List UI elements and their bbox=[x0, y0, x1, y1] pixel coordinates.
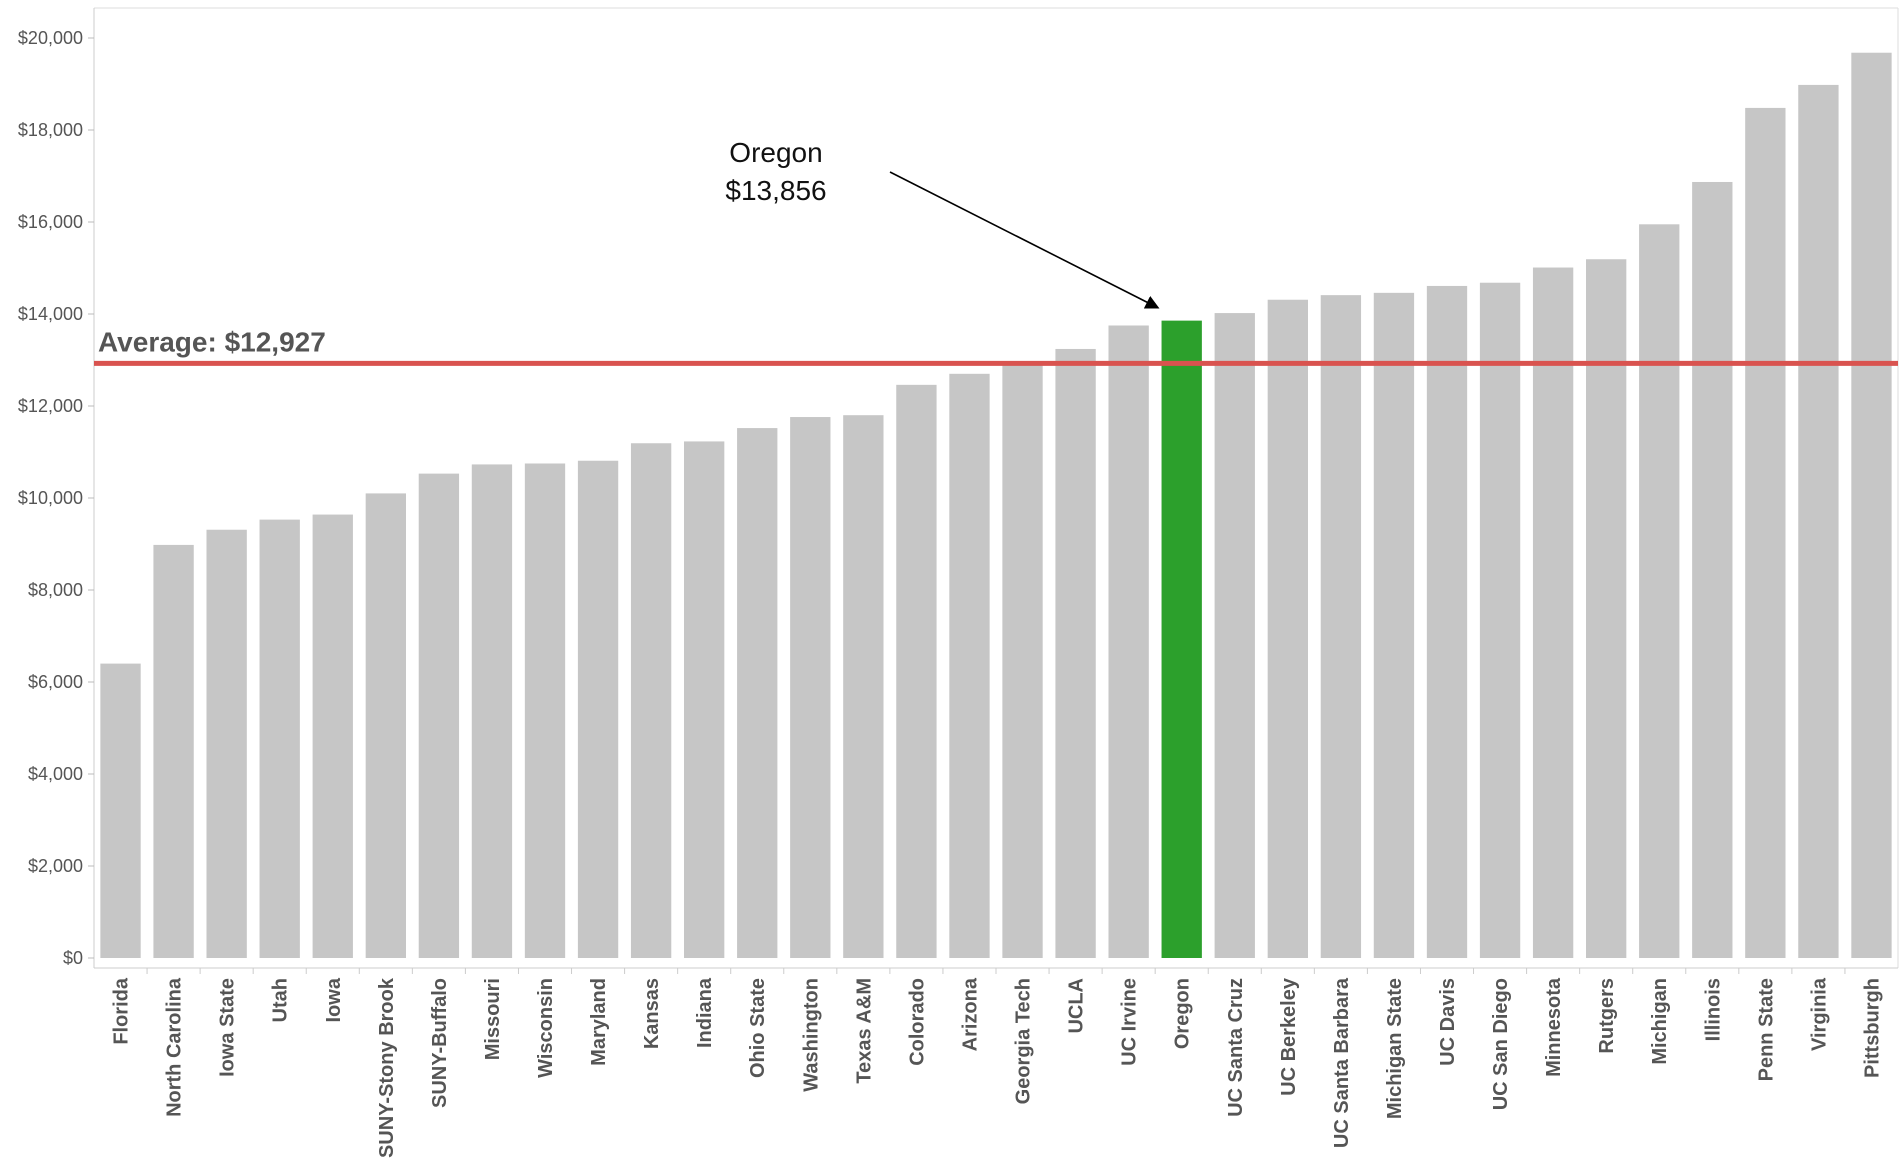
bar bbox=[1426, 285, 1468, 958]
y-tick-label: $2,000 bbox=[28, 856, 83, 876]
x-tick-label: Oregon bbox=[1172, 978, 1194, 1049]
bar bbox=[1586, 259, 1627, 958]
y-tick-label: $8,000 bbox=[28, 580, 83, 600]
bar bbox=[630, 443, 672, 958]
x-tick-label: Rutgers bbox=[1596, 978, 1618, 1054]
bar bbox=[365, 493, 406, 958]
x-tick-label: North Carolina bbox=[164, 977, 186, 1117]
y-tick-label: $12,000 bbox=[18, 396, 83, 416]
bar bbox=[312, 514, 353, 958]
x-tick-label: Minnesota bbox=[1543, 977, 1565, 1077]
x-tick-label: UC Santa Barbara bbox=[1331, 977, 1353, 1148]
x-tick-label: Georgia Tech bbox=[1013, 978, 1035, 1104]
bar bbox=[1639, 224, 1680, 959]
bar bbox=[259, 519, 300, 958]
bar bbox=[684, 441, 725, 958]
x-tick-label: Ohio State bbox=[747, 978, 769, 1078]
y-tick-label: $6,000 bbox=[28, 672, 83, 692]
x-tick-label: Iowa bbox=[323, 977, 345, 1022]
x-tick-label: Illinois bbox=[1702, 978, 1724, 1041]
bar bbox=[896, 384, 937, 959]
x-tick-label: SUNY-Stony Brook bbox=[376, 977, 398, 1158]
y-tick-label: $20,000 bbox=[18, 28, 83, 48]
x-tick-label: Michigan State bbox=[1384, 978, 1406, 1119]
x-tick-label: Michigan bbox=[1649, 978, 1671, 1065]
bar bbox=[1745, 107, 1786, 959]
bar bbox=[471, 464, 513, 958]
bar bbox=[1002, 365, 1043, 958]
bar bbox=[1851, 52, 1892, 959]
bar bbox=[577, 460, 619, 958]
x-tick-label: Colorado bbox=[906, 978, 928, 1066]
y-tick-label: $0 bbox=[63, 948, 83, 968]
y-tick-label: $14,000 bbox=[18, 304, 83, 324]
x-tick-label: Florida bbox=[111, 977, 133, 1045]
x-tick-label: Virginia bbox=[1808, 977, 1830, 1051]
bar bbox=[1267, 299, 1308, 958]
x-tick-label: Missouri bbox=[482, 978, 504, 1060]
x-tick-label: UC Berkeley bbox=[1278, 977, 1300, 1096]
bar bbox=[1479, 282, 1521, 959]
x-tick-label: UC Davis bbox=[1437, 978, 1459, 1066]
bar bbox=[1214, 313, 1255, 959]
average-label: Average: $12,927 bbox=[98, 326, 326, 357]
x-tick-label: Penn State bbox=[1755, 978, 1777, 1081]
x-tick-label: Texas A&M bbox=[853, 978, 875, 1084]
bar bbox=[1798, 84, 1839, 959]
bar bbox=[1108, 325, 1149, 958]
x-tick-label: UCLA bbox=[1066, 978, 1088, 1034]
x-tick-label: Iowa State bbox=[217, 978, 239, 1077]
annotation-arrow bbox=[889, 171, 1160, 309]
y-tick-label: $4,000 bbox=[28, 764, 83, 784]
bar bbox=[843, 415, 884, 958]
bar bbox=[1055, 348, 1096, 959]
x-tick-label: Arizona bbox=[959, 977, 981, 1051]
x-tick-label: Washington bbox=[800, 978, 822, 1092]
bar-highlight bbox=[1161, 320, 1202, 958]
x-tick-label: SUNY-Buffalo bbox=[429, 978, 451, 1108]
y-tick-label: $10,000 bbox=[18, 488, 83, 508]
x-tick-label: Wisconsin bbox=[535, 978, 557, 1078]
annotation-value: $13,856 bbox=[725, 175, 826, 206]
x-tick-label: Pittsburgh bbox=[1861, 978, 1883, 1078]
annotation-label: Oregon bbox=[729, 137, 822, 168]
x-tick-label: UC San Diego bbox=[1490, 978, 1512, 1110]
x-tick-label: UC Santa Cruz bbox=[1225, 978, 1247, 1117]
bar bbox=[100, 663, 141, 958]
x-tick-label: Maryland bbox=[588, 978, 610, 1066]
bar bbox=[790, 417, 831, 958]
bar bbox=[949, 373, 990, 958]
bar bbox=[153, 544, 194, 958]
bar bbox=[206, 529, 247, 958]
bar bbox=[1692, 181, 1733, 959]
bar bbox=[1373, 292, 1415, 959]
y-tick-label: $16,000 bbox=[18, 212, 83, 232]
x-tick-label: UC Irvine bbox=[1119, 978, 1141, 1066]
x-tick-label: Utah bbox=[270, 978, 292, 1022]
bar bbox=[418, 473, 460, 958]
y-tick-label: $18,000 bbox=[18, 120, 83, 140]
bar bbox=[1320, 295, 1362, 958]
x-tick-label: Kansas bbox=[641, 978, 663, 1049]
bar bbox=[524, 463, 566, 958]
x-tick-label: Indiana bbox=[694, 977, 716, 1048]
bar bbox=[1532, 267, 1574, 958]
bar bbox=[737, 428, 778, 959]
